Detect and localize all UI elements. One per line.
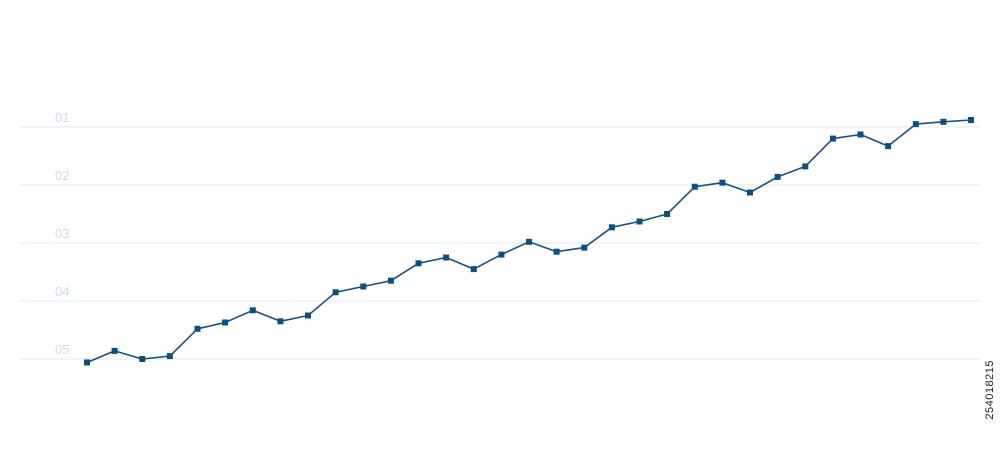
y-tick-label-04: 04 [55,284,69,299]
data-point-10 [332,289,339,296]
data-point-11 [360,283,367,290]
data-point-3 [139,356,146,362]
data-point-30 [885,143,892,150]
data-point-32 [940,118,947,125]
data-point-13 [415,260,422,267]
data-point-2 [111,347,118,354]
data-point-28 [829,135,836,142]
data-point-20 [608,224,615,231]
data-point-1 [84,359,90,366]
data-point-25 [747,189,753,196]
stock-image-id: 254018215 [984,360,996,420]
data-point-12 [387,277,394,284]
data-point-21 [636,218,643,225]
y-tick-label-05: 05 [55,342,69,357]
data-series [84,117,974,366]
data-point-8 [277,318,284,325]
data-point-26 [774,173,781,180]
data-point-24 [719,179,726,186]
data-point-18 [553,248,560,255]
data-point-16 [498,251,505,258]
data-point-29 [857,131,864,138]
gridlines [20,126,980,360]
data-point-23 [691,183,698,190]
data-point-31 [912,121,919,128]
data-point-33 [968,117,974,123]
data-point-14 [443,254,450,261]
data-point-6 [222,319,229,326]
data-point-5 [194,325,201,332]
y-tick-label-01: 01 [55,110,69,125]
y-tick-label-02: 02 [55,168,69,183]
data-point-27 [802,163,809,170]
data-point-9 [305,312,311,319]
data-point-22 [664,211,671,217]
data-point-19 [581,244,588,251]
data-point-17 [526,238,532,245]
y-tick-label-03: 03 [55,226,69,241]
data-point-15 [470,266,477,273]
data-point-4 [166,353,173,360]
data-point-7 [249,307,256,314]
y-tick-labels: 01 02 03 04 05 [55,110,69,357]
